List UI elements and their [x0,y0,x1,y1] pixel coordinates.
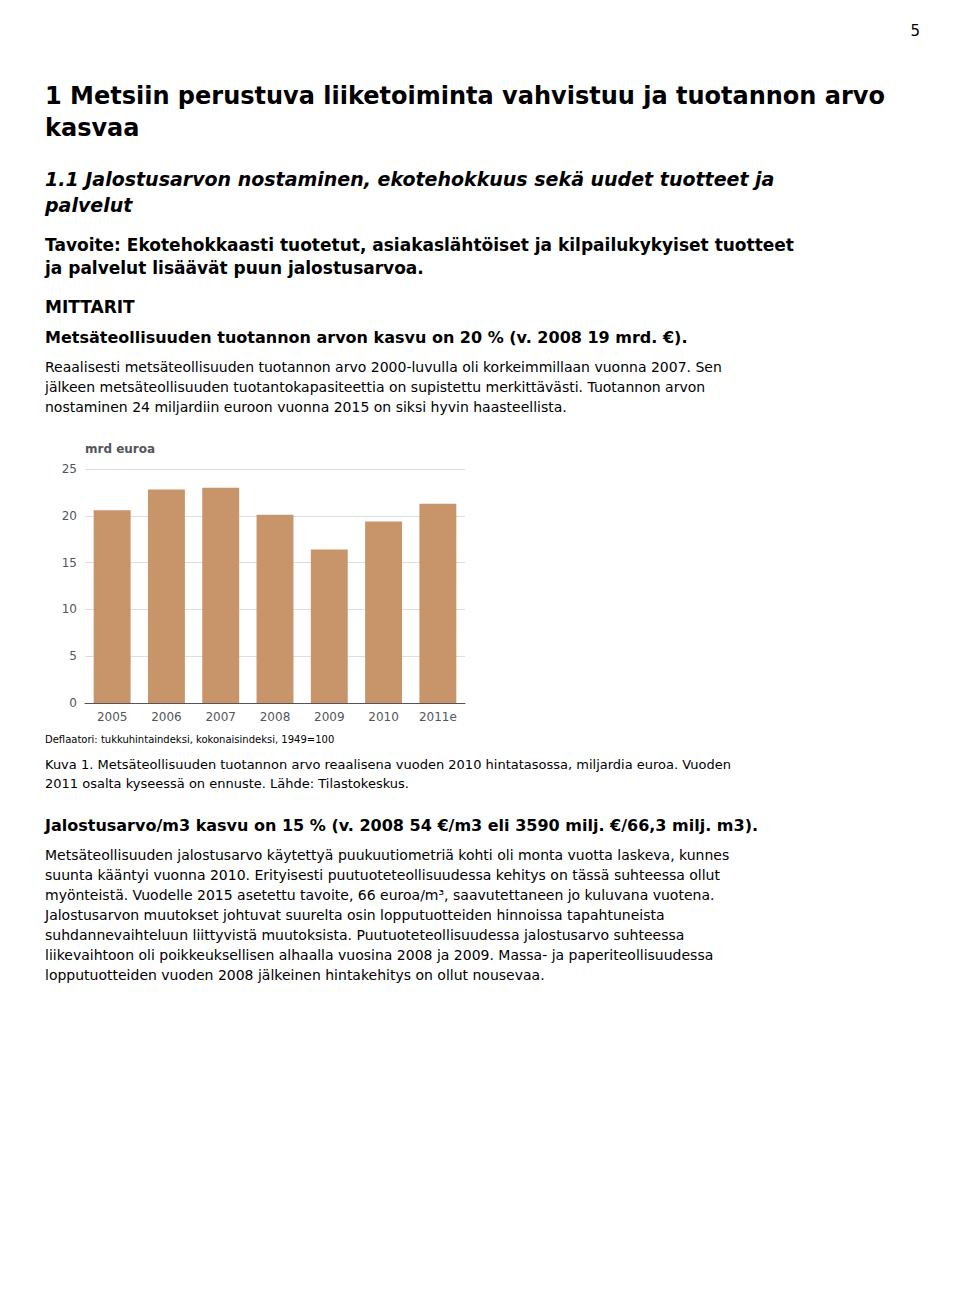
html-text:suhdannevaihteluun liittyvistä: suhdannevaihteluun liittyvistä muutoksis… [45,927,685,943]
svg-text:2007: 2007 [205,710,236,724]
svg-text:20: 20 [62,509,77,523]
svg-text:2006: 2006 [151,710,182,724]
html-text:Reaalisesti metsäteollisuuden: Reaalisesti metsäteollisuuden tuotannon … [45,359,722,375]
svg-text:2010: 2010 [368,710,399,724]
html-text:kasvaa: kasvaa [45,114,140,142]
html-text:5: 5 [910,22,920,40]
html-text:lopputuotteiden vuoden 2008 jä: lopputuotteiden vuoden 2008 jälkeinen hi… [45,967,545,983]
html-text:MITTARIT: MITTARIT [45,297,135,317]
html-text:1 Metsiin perustuva liiketoimi: 1 Metsiin perustuva liiketoiminta vahvis… [45,82,885,110]
svg-text:2009: 2009 [314,710,345,724]
html-text:suunta kääntyi vuonna 2010. Er: suunta kääntyi vuonna 2010. Erityisesti … [45,867,720,883]
html-text:1.1 Jalostusarvon nostaminen,: 1.1 Jalostusarvon nostaminen, ekotehokku… [45,168,775,190]
svg-text:15: 15 [62,556,77,570]
svg-text:2008: 2008 [260,710,291,724]
svg-text:2005: 2005 [97,710,128,724]
svg-text:mrd euroa: mrd euroa [85,442,155,456]
svg-text:10: 10 [62,602,77,616]
html-text:jälkeen metsäteollisuuden tuot: jälkeen metsäteollisuuden tuotantokapasi… [45,379,706,395]
html-text:Kuva 1. Metsäteollisuuden tuot: Kuva 1. Metsäteollisuuden tuotannon arvo… [45,757,731,772]
html-text:nostaminen 24 miljardiin euroo: nostaminen 24 miljardiin euroon vuonna 2… [45,399,567,415]
html-text:Metsäteollisuuden tuotannon ar: Metsäteollisuuden tuotannon arvon kasvu … [45,328,688,347]
svg-text:0: 0 [69,696,77,710]
svg-text:25: 25 [62,462,77,476]
html-text:palvelut: palvelut [45,194,133,216]
html-text:Metsäteollisuuden jalostusarvo: Metsäteollisuuden jalostusarvo käytettyä… [45,847,730,863]
html-text:ja palvelut lisäävät puun jalo: ja palvelut lisäävät puun jalostusarvoa. [45,258,424,278]
html-text:myönteistä. Vuodelle 2015 aset: myönteistä. Vuodelle 2015 asetettu tavoi… [45,887,715,903]
html-text:Deflaatori: tukkuhintaindeksi,: Deflaatori: tukkuhintaindeksi, kokonaisi… [45,734,335,745]
svg-text:2011e: 2011e [419,710,457,724]
html-text:Jalostusarvon muutokset johtuv: Jalostusarvon muutokset johtuvat suurelt… [45,907,665,923]
html-text:liikevaihtoon oli poikkeuksell: liikevaihtoon oli poikkeuksellisen alhaa… [45,947,714,963]
svg-text:5: 5 [69,649,77,663]
html-text:Tavoite: Ekotehokkaasti tuotet: Tavoite: Ekotehokkaasti tuotetut, asiaka… [45,235,794,255]
html-text:2011 osalta kyseessä on ennust: 2011 osalta kyseessä on ennuste. Lähde: … [45,776,409,791]
html-text:Jalostusarvo/m3 kasvu on 15 %: Jalostusarvo/m3 kasvu on 15 % (v. 2008 5… [45,816,758,835]
